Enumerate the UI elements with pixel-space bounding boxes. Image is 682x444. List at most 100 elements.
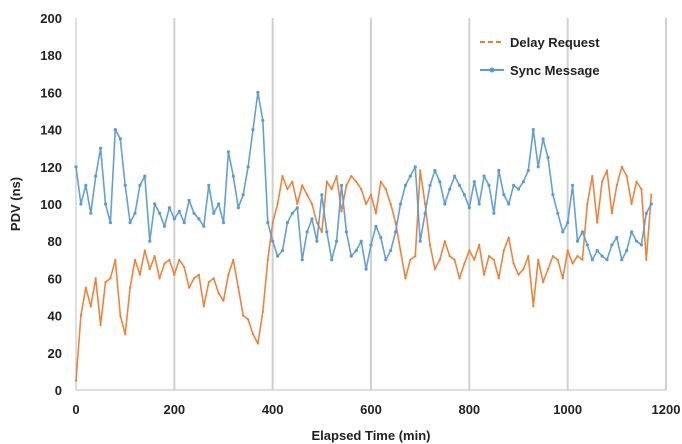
data-point-delay-request [296,202,299,206]
data-point-delay-request [124,333,127,336]
data-point-sync-message [344,230,348,234]
data-point-delay-request [404,277,407,280]
data-point-sync-message [325,230,329,234]
data-point-sync-message [379,235,383,240]
y-tick-label: 60 [48,271,62,286]
data-point-sync-message [541,137,545,141]
data-point-delay-request [453,258,456,261]
data-point-sync-message [158,211,162,215]
data-point-sync-message [148,239,152,243]
data-point-delay-request [251,333,255,336]
data-point-delay-request [310,202,314,206]
data-point-sync-message [320,193,324,197]
legend-item-delay-request: Delay Request [480,35,600,50]
data-point-delay-request [630,202,633,206]
data-point-delay-request [374,212,377,215]
data-point-sync-message [330,258,334,262]
data-point-delay-request [271,221,274,224]
data-point-delay-request [99,323,102,326]
data-point-sync-message [600,254,604,258]
data-point-delay-request [104,281,107,284]
data-point-delay-request [610,212,614,215]
data-point-delay-request [384,188,387,191]
data-point-delay-request [143,249,146,252]
data-point-sync-message [197,217,201,221]
data-point-delay-request [581,258,584,261]
y-tick-labels: 0 20 40 60 80 100 120 140 160 180 200 [40,11,62,398]
data-point-sync-message [202,224,206,228]
data-point-sync-message [649,202,653,206]
data-point-delay-request [173,273,176,276]
data-point-sync-message [551,193,555,197]
data-point-sync-message [423,211,427,215]
y-tick-label: 40 [48,309,62,324]
data-point-delay-request [188,286,191,289]
data-point-sync-message [217,202,221,206]
data-point-sync-message [221,221,226,225]
x-tick-label: 1200 [652,402,681,417]
data-point-sync-message [162,224,167,228]
data-point-delay-request [94,277,97,280]
data-point-delay-request [291,180,294,183]
data-point-delay-request [266,258,269,261]
data-point-delay-request [532,305,535,308]
data-point-sync-message [266,221,270,225]
data-point-delay-request [365,202,368,206]
data-point-delay-request [109,277,112,280]
data-point-sync-message [123,183,127,187]
data-point-delay-request [615,184,618,187]
data-point-sync-message [556,211,560,215]
data-point-sync-message [207,183,211,187]
data-point-sync-message [256,90,260,94]
data-point-sync-message [531,128,535,132]
series-layer [74,90,653,382]
data-point-sync-message [177,209,181,213]
y-tick-label: 180 [40,48,62,63]
data-point-delay-request [571,262,574,265]
data-point-sync-message [462,193,466,197]
data-point-delay-request [409,258,412,261]
data-point-sync-message [595,248,599,253]
series-line-delay-request [75,166,653,381]
data-point-delay-request [379,180,382,183]
data-point-sync-message [438,180,442,184]
data-point-delay-request [650,193,653,196]
data-point-sync-message [497,168,501,173]
data-point-sync-message [403,183,407,187]
legend-label-sync-message: Sync Message [510,63,600,78]
data-point-delay-request [551,255,555,258]
x-tick-label: 0 [72,402,79,417]
data-point-sync-message [590,258,594,262]
data-point-sync-message [182,221,186,225]
data-point-delay-request [119,314,122,317]
data-point-delay-request [443,240,446,243]
data-point-delay-request [325,180,328,183]
data-point-sync-message [335,239,339,243]
series-line-sync-message [75,91,653,270]
data-point-delay-request [586,202,589,206]
data-point-sync-message [118,137,122,141]
data-point-delay-request [74,379,78,382]
data-point-sync-message [271,239,275,243]
data-point-delay-request [153,255,156,258]
data-point-delay-request [502,249,505,252]
y-tick-label: 200 [40,11,62,26]
data-point-sync-message [625,248,629,253]
data-point-sync-message [639,243,644,247]
data-point-sync-message [300,258,304,262]
data-point-delay-request [601,180,604,183]
data-point-sync-message [108,221,112,225]
data-point-sync-message [630,230,634,234]
data-point-delay-request [522,268,525,271]
data-point-sync-message [315,239,319,243]
data-point-delay-request [399,249,402,252]
data-point-sync-message [310,217,314,221]
data-point-delay-request [640,188,643,191]
data-point-delay-request [507,236,510,239]
data-point-delay-request [202,305,205,308]
data-point-sync-message [354,248,358,253]
data-point-sync-message [615,235,619,240]
legend-marker-sync-message [489,67,495,73]
data-point-delay-request [237,286,240,289]
data-point-sync-message [187,198,191,202]
